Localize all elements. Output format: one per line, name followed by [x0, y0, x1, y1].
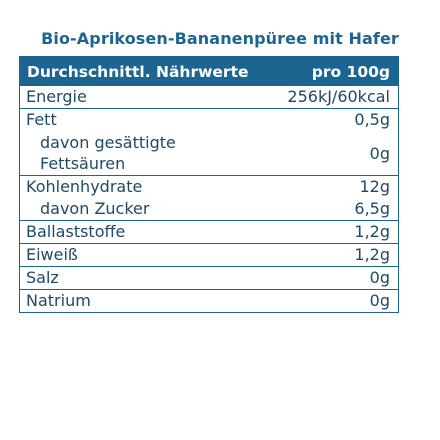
group-eiweiss: Eiweiß 1,2g [20, 243, 398, 266]
row-fett: Fett 0,5g [20, 109, 398, 131]
row-label-eiweiss: Eiweiß [26, 245, 79, 264]
row-value-kohlenhydrate: 12g [359, 177, 390, 196]
row-kohlenhydrate: Kohlenhydrate 12g [20, 176, 398, 198]
product-title: Bio-Aprikosen-Bananenpüree mit Hafer [41, 29, 399, 48]
row-label-energie: Energie [26, 87, 87, 106]
group-energie: Energie 256kJ/60kcal [20, 86, 398, 108]
row-label-natrium: Natrium [26, 291, 91, 310]
row-value-gesaettigte: 0g [369, 143, 390, 163]
row-salz: Salz 0g [20, 267, 398, 289]
group-kohlenhydrate: Kohlenhydrate 12g davon Zucker 6,5g [20, 175, 398, 220]
row-eiweiss: Eiweiß 1,2g [20, 244, 398, 266]
row-label-salz: Salz [26, 268, 59, 287]
row-label-zucker: davon Zucker [40, 199, 150, 218]
header-label: Durchschnittl. Nährwerte [27, 62, 249, 81]
row-value-energie: 256kJ/60kcal [287, 87, 390, 106]
row-value-zucker: 6,5g [354, 199, 390, 218]
row-value-fett: 0,5g [354, 110, 390, 129]
row-energie: Energie 256kJ/60kcal [20, 86, 398, 108]
group-salz: Salz 0g [20, 266, 398, 289]
row-value-salz: 0g [369, 268, 390, 287]
row-value-eiweiss: 1,2g [354, 245, 390, 264]
row-ballaststoffe: Ballaststoffe 1,2g [20, 221, 398, 243]
group-fett: Fett 0,5g davon gesättigte Fettsäuren 0g [20, 108, 398, 175]
row-label-gesaettigte: davon gesättigte Fettsäuren [40, 133, 176, 173]
row-label-ballaststoffe: Ballaststoffe [26, 222, 126, 241]
header-value: pro 100g [311, 62, 390, 81]
row-natrium: Natrium 0g [20, 290, 398, 312]
row-label-fett: Fett [26, 110, 57, 129]
group-ballaststoffe: Ballaststoffe 1,2g [20, 220, 398, 243]
table-header: Durchschnittl. Nährwerte pro 100g [20, 57, 398, 86]
group-natrium: Natrium 0g [20, 289, 398, 312]
row-gesaettigte-fettsaeuren: davon gesättigte Fettsäuren 0g [20, 131, 398, 175]
row-value-ballaststoffe: 1,2g [354, 222, 390, 241]
nutrition-table: Durchschnittl. Nährwerte pro 100g Energi… [19, 56, 399, 313]
row-zucker: davon Zucker 6,5g [20, 198, 398, 220]
row-label-kohlenhydrate: Kohlenhydrate [26, 177, 143, 196]
row-value-natrium: 0g [369, 291, 390, 310]
